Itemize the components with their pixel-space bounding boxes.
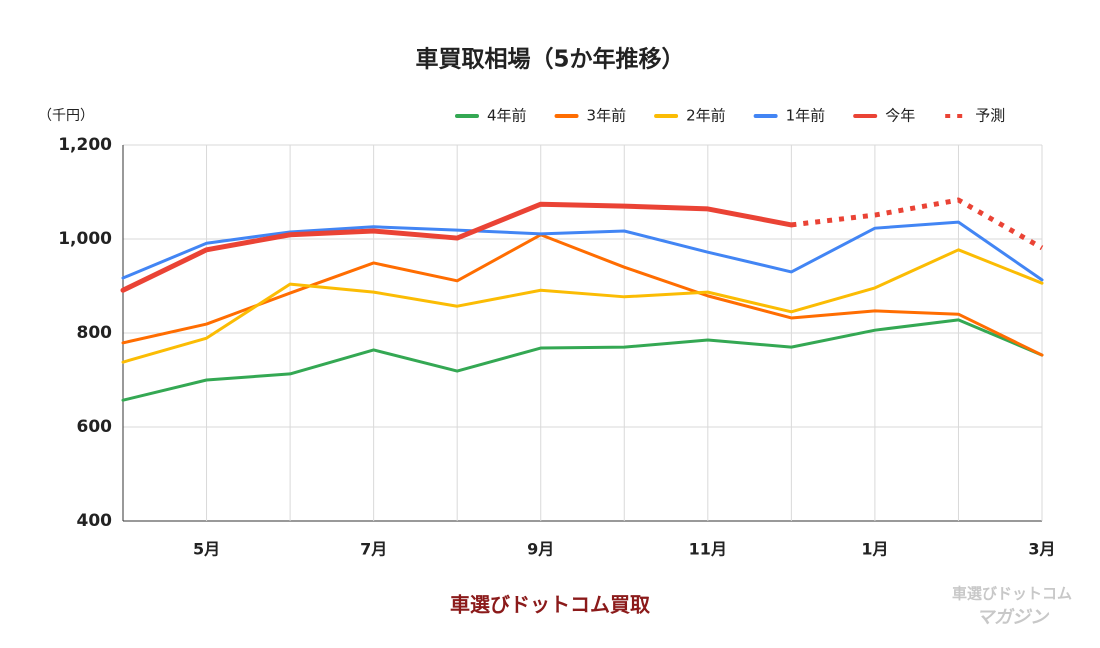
legend-label: 1年前	[786, 107, 826, 125]
y-tick-label: 800	[77, 323, 113, 343]
series-line	[121, 248, 1044, 364]
chart-title: 車買取相場（5か年推移）	[415, 46, 684, 73]
watermark: 車選びドットコム	[952, 585, 1072, 603]
y-tick-label: 1,200	[58, 135, 112, 155]
series-line	[121, 233, 1044, 357]
legend-label: 4年前	[487, 107, 527, 125]
watermark: マガジン	[976, 607, 1050, 628]
y-axis-unit: （千円）	[38, 108, 94, 124]
x-tick-label: 5月	[193, 540, 220, 559]
series-line	[120, 201, 794, 293]
x-tick-label: 11月	[689, 540, 727, 559]
x-tick-label: 9月	[527, 540, 554, 559]
series-line	[121, 220, 1044, 282]
y-tick-label: 1,000	[58, 229, 112, 249]
y-tick-label: 400	[77, 511, 113, 531]
source-label: 車選びドットコム買取	[450, 593, 650, 617]
series-line	[121, 318, 1044, 402]
y-tick-label: 600	[77, 417, 113, 437]
legend-label: 3年前	[587, 107, 627, 125]
legend-label: 予測	[975, 107, 1005, 125]
legend-label: 今年	[885, 107, 915, 125]
x-tick-label: 3月	[1028, 540, 1055, 559]
series-line	[791, 197, 1044, 251]
x-tick-label: 1月	[861, 540, 888, 559]
x-tick-label: 7月	[360, 540, 387, 559]
legend-label: 2年前	[686, 107, 726, 125]
